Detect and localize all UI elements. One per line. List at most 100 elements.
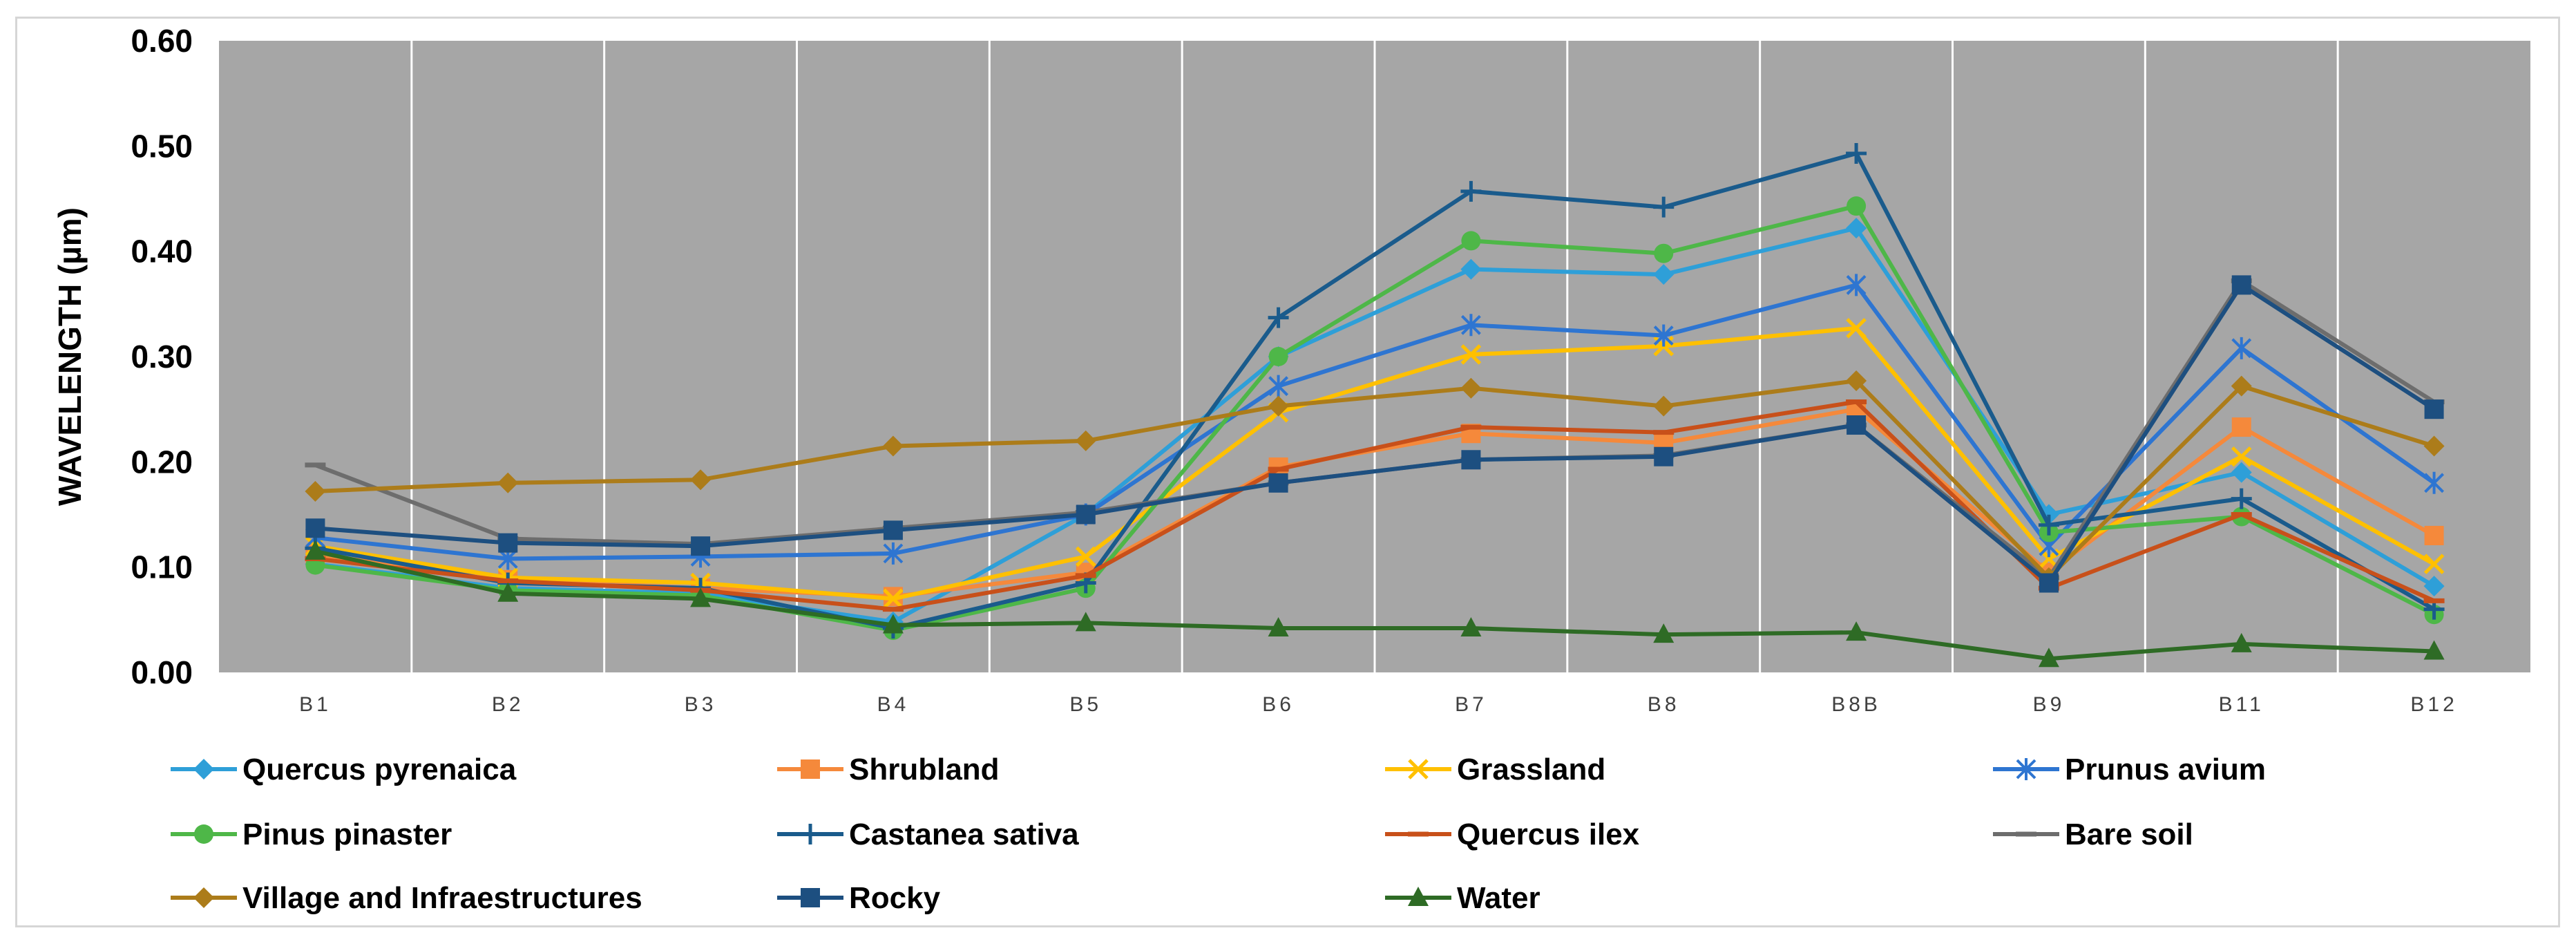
x-tick-label: B1 (299, 693, 332, 716)
data-point-quercus-pyrenaica (1460, 258, 1482, 280)
data-point-village-and-infraestructures (1460, 377, 1482, 399)
data-point-prunus-avium (2231, 337, 2252, 359)
data-point-village-and-infraestructures (1268, 395, 1289, 417)
data-point-rocky (883, 520, 903, 540)
data-point-water (690, 587, 712, 607)
data-point-water (497, 582, 519, 602)
y-axis-label: WAVELENGTH (µm) (52, 207, 88, 506)
data-point-pinus-pinaster (1268, 347, 1288, 366)
data-point-village-and-infraestructures (1075, 430, 1096, 451)
data-point-rocky (1268, 473, 1288, 493)
legend-marker-prunus-avium (2016, 758, 2036, 780)
data-point-water (2423, 640, 2445, 660)
data-point-quercus-pyrenaica (1846, 218, 1867, 239)
x-tick-label: B2 (492, 693, 524, 716)
legend-marker-castanea-sativa (800, 824, 821, 844)
data-point-castanea-sativa (1268, 307, 1289, 328)
legend-label-castanea-sativa: Castanea sativa (849, 818, 1079, 851)
data-point-rocky (691, 536, 711, 556)
data-point-village-and-infraestructures (1846, 370, 1867, 392)
series-village-and-infraestructures (305, 370, 2445, 588)
legend-label-bare-soil: Bare soil (2065, 818, 2193, 851)
data-point-grassland (2231, 446, 2252, 467)
series-layer (305, 142, 2445, 668)
data-point-rocky (1847, 415, 1867, 435)
data-point-prunus-avium (2424, 471, 2444, 494)
data-point-prunus-avium (1268, 375, 1288, 397)
x-tick-label: B3 (685, 693, 717, 716)
x-tick-label: B8 (1648, 693, 1680, 716)
data-point-village-and-infraestructures (1653, 395, 1675, 417)
y-tick-label: 0.20 (131, 444, 193, 480)
y-tick-label: 0.30 (131, 339, 193, 375)
y-tick-label: 0.50 (131, 128, 193, 164)
series-line-quercus-ilex (315, 399, 2435, 612)
x-axis: B1 B2 B3 B4 B5 B6 B7 B8 B8B B9 B11 B12 (299, 693, 2457, 716)
data-point-quercus-pyrenaica (2423, 576, 2445, 597)
data-point-village-and-infraestructures (882, 435, 904, 457)
legend-label-pinus-pinaster: Pinus pinaster (242, 818, 452, 851)
x-tick-label: B9 (2033, 693, 2065, 716)
series-quercus-ilex (305, 399, 2445, 612)
legend-item-bare-soil: Bare soil (1993, 818, 2193, 851)
data-point-pinus-pinaster (1461, 231, 1481, 251)
data-point-quercus-pyrenaica (1653, 264, 1675, 285)
data-point-grassland (883, 588, 904, 610)
legend-label-shrubland: Shrubland (849, 753, 1000, 786)
series-line-quercus-pyrenaica (315, 226, 2436, 624)
data-point-village-and-infraestructures (2423, 435, 2445, 457)
legend-item-water: Water (1385, 881, 1540, 915)
data-point-water (1268, 617, 1289, 637)
data-point-castanea-sativa (2231, 488, 2252, 509)
y-tick-label: 0.00 (131, 654, 193, 690)
legend-label-grassland: Grassland (1457, 753, 1605, 786)
legend-item-grassland: Grassland (1385, 753, 1605, 786)
data-point-prunus-avium (883, 542, 904, 565)
series-rocky (305, 275, 2444, 593)
data-point-castanea-sativa (1846, 142, 1867, 164)
series-line-prunus-avium (315, 283, 2436, 561)
legend-item-village-and-infraestructures: Village and Infraestructures (171, 881, 642, 915)
data-point-castanea-sativa (2038, 514, 2059, 536)
data-point-village-and-infraestructures (497, 472, 519, 493)
y-tick-label: 0.40 (131, 234, 193, 270)
series-water (305, 540, 2445, 668)
legend-marker-grassland (1408, 759, 1429, 780)
x-tick-label: B12 (2410, 693, 2457, 716)
legend-item-prunus-avium: Prunus avium (1993, 753, 2266, 786)
line-chart: 0.000.100.200.300.400.500.60 B1 B2 B3 B4 B5 B… (52, 23, 2530, 915)
series-line-water (314, 549, 2434, 661)
data-point-water (2231, 632, 2252, 652)
data-point-water (1075, 612, 1096, 632)
data-point-water (882, 614, 904, 634)
data-point-water (2038, 648, 2059, 668)
data-point-shrubland (2424, 525, 2444, 545)
data-point-water (305, 540, 326, 560)
chart-frame: 0.00 0.10 0.20 0.30 0.40 0.50 0.60 B1 B2 B3 B4 B5 B… (15, 17, 2560, 927)
data-point-quercus-pyrenaica (2231, 462, 2252, 483)
legend-item-rocky: Rocky (777, 881, 941, 915)
data-point-water (1460, 617, 1482, 637)
x-tick-label: B8B (1831, 693, 1881, 716)
data-point-shrubland (2231, 417, 2251, 437)
legend-item-shrubland: Shrubland (777, 753, 1000, 786)
data-point-water (1846, 621, 1867, 641)
data-point-prunus-avium (1846, 274, 1867, 296)
data-point-rocky (2424, 399, 2444, 419)
data-point-grassland (1846, 318, 1867, 339)
data-point-grassland (2423, 554, 2445, 574)
legend-marker-water (1408, 887, 1429, 906)
y-axis: 0.00 0.10 0.20 0.30 0.40 0.50 0.60 (131, 23, 193, 690)
x-tick-label: B4 (877, 693, 910, 716)
legend-label-village-and-infraestructures: Village and Infraestructures (242, 881, 642, 915)
data-point-castanea-sativa (1460, 180, 1482, 202)
x-tick-label: B7 (1455, 693, 1487, 716)
data-point-grassland (1460, 344, 1482, 365)
data-point-castanea-sativa (1653, 196, 1675, 218)
legend-item-quercus-pyrenaica: Quercus pyrenaica (171, 753, 517, 786)
legend: Quercus pyrenaica Shrubland Grassland Prunu… (171, 753, 2266, 915)
y-tick-label: 0.10 (131, 549, 193, 585)
data-point-village-and-infraestructures (305, 480, 326, 502)
legend-item-pinus-pinaster: Pinus pinaster (171, 818, 452, 851)
legend-marker-shrubland (801, 759, 820, 779)
